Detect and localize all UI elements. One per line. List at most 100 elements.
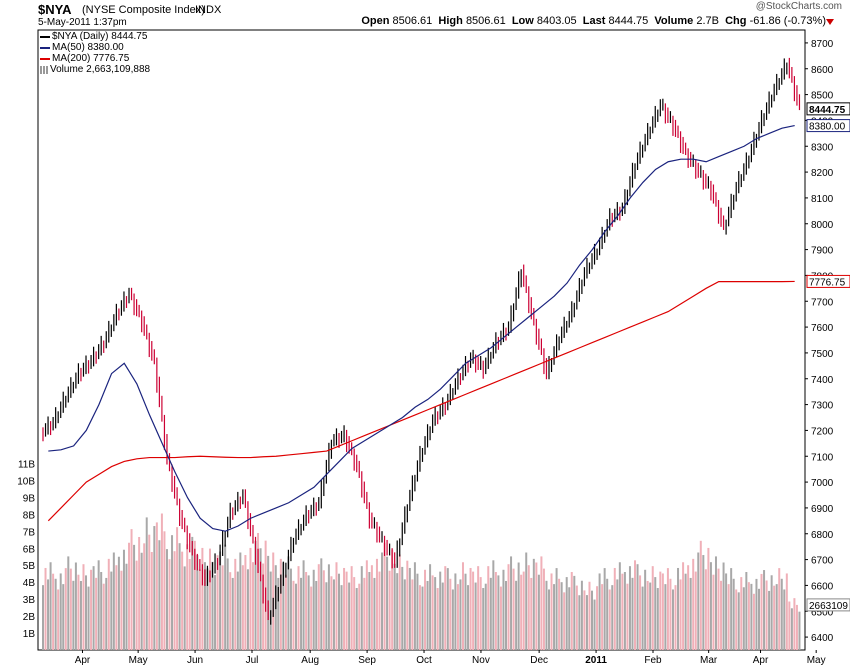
- volume-bar: [439, 571, 442, 650]
- volume-bar: [540, 556, 543, 650]
- volume-bar: [315, 580, 318, 650]
- volume-bar: [472, 571, 475, 650]
- volume-bar: [760, 573, 763, 650]
- price-swatch: [40, 35, 50, 38]
- volume-bar: [444, 566, 447, 650]
- volume-bar: [580, 580, 583, 650]
- volume-bar: [236, 571, 239, 650]
- volume-bar: [370, 565, 373, 650]
- volume-bar: [203, 562, 206, 650]
- volume-bar: [469, 567, 472, 650]
- volume-bar: [122, 549, 125, 650]
- volume-bar: [661, 573, 664, 650]
- volume-bar: [467, 585, 470, 650]
- volume-bar: [171, 535, 174, 650]
- volume-bar: [707, 547, 710, 650]
- volume-bar: [257, 533, 260, 650]
- price-tick-label: 8300: [811, 142, 834, 153]
- legend-price: $NYA (Daily) 8444.75: [40, 31, 150, 42]
- volume-value: 2.7B: [696, 15, 719, 27]
- chart-legend: $NYA (Daily) 8444.75 MA(50) 8380.00 MA(2…: [40, 31, 150, 75]
- volume-bar: [730, 568, 733, 650]
- time-tick-label: May: [807, 655, 826, 666]
- time-tick-label: Jun: [187, 655, 203, 666]
- price-tick-label: 6500: [811, 607, 834, 618]
- volume-bar: [737, 592, 740, 650]
- volume-bar: [153, 526, 156, 650]
- volume-bar: [785, 573, 788, 650]
- volume-bar: [499, 586, 502, 650]
- volume-bar: [603, 568, 606, 650]
- volume-bar: [138, 536, 141, 650]
- volume-bar: [725, 573, 728, 650]
- volume-bar: [300, 577, 303, 650]
- price-tick-label: 7900: [811, 246, 834, 257]
- volume-bar: [343, 567, 346, 650]
- volume-bar: [214, 575, 217, 650]
- price-tick-label: 6400: [811, 633, 834, 644]
- volume-bar: [140, 552, 143, 650]
- volume-bar: [474, 582, 477, 650]
- volume-bar: [798, 611, 801, 650]
- volume-bar: [348, 582, 351, 650]
- volume-bar: [386, 556, 389, 650]
- volume-bar: [598, 573, 601, 650]
- volume-tick-label: 8B: [23, 510, 36, 521]
- volume-bar: [391, 549, 394, 650]
- volume-bar: [755, 578, 758, 650]
- volume-bar: [732, 578, 735, 650]
- volume-bar: [289, 568, 292, 650]
- brand-logo[interactable]: @StockCharts.com: [755, 1, 842, 12]
- volume-bar: [621, 573, 624, 650]
- volume-bar: [160, 513, 163, 650]
- volume-bar: [727, 584, 730, 650]
- volume-bar: [618, 562, 621, 650]
- time-tick-label: Mar: [700, 655, 718, 666]
- volume-bar: [198, 569, 201, 650]
- volume-bar: [183, 566, 186, 650]
- volume-bar: [403, 579, 406, 650]
- volume-bar: [42, 585, 44, 650]
- volume-bar: [421, 586, 424, 650]
- volume-bar: [745, 572, 748, 650]
- volume-bar: [416, 573, 419, 650]
- volume-bar: [246, 569, 249, 650]
- price-tick-label: 8000: [811, 220, 834, 231]
- volume-bar: [375, 558, 378, 650]
- volume-bar: [360, 566, 363, 650]
- volume-bar: [704, 569, 707, 650]
- open-value: 8506.61: [392, 15, 433, 27]
- volume-bar: [449, 578, 452, 650]
- ma50-swatch: [40, 46, 50, 49]
- volume-bar: [64, 568, 67, 650]
- ma50-marker: [806, 119, 850, 133]
- volume-bar: [644, 569, 647, 650]
- volume-bar: [631, 577, 634, 650]
- volume-bar: [487, 566, 490, 650]
- volume-bar: [504, 580, 507, 650]
- volume-bar: [515, 580, 518, 650]
- volume-bar: [558, 578, 561, 650]
- volume-bar: [575, 585, 578, 650]
- price-tick-label: 6800: [811, 530, 834, 541]
- price-tick-label: 7100: [811, 452, 834, 463]
- volume-bar: [790, 608, 793, 650]
- price-tick-label: 8700: [811, 39, 834, 50]
- volume-bar: [535, 562, 538, 650]
- volume-bar: [312, 569, 315, 650]
- volume-bar: [454, 573, 457, 650]
- volume-bar: [689, 577, 692, 650]
- volume-bar: [492, 560, 495, 650]
- low-value: 8403.05: [536, 15, 577, 27]
- volume-bar: [59, 573, 62, 650]
- volume-bar: [163, 531, 166, 650]
- volume-bar: [735, 589, 738, 650]
- volume-bar: [510, 556, 513, 650]
- volume-bar: [479, 577, 482, 650]
- time-tick-label: Aug: [301, 655, 319, 666]
- volume-bar: [302, 560, 305, 650]
- volume-bar: [401, 566, 404, 650]
- volume-marker: [806, 598, 850, 612]
- volume-bar: [254, 540, 257, 650]
